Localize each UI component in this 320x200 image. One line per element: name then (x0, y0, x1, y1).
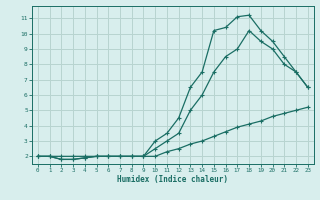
X-axis label: Humidex (Indice chaleur): Humidex (Indice chaleur) (117, 175, 228, 184)
